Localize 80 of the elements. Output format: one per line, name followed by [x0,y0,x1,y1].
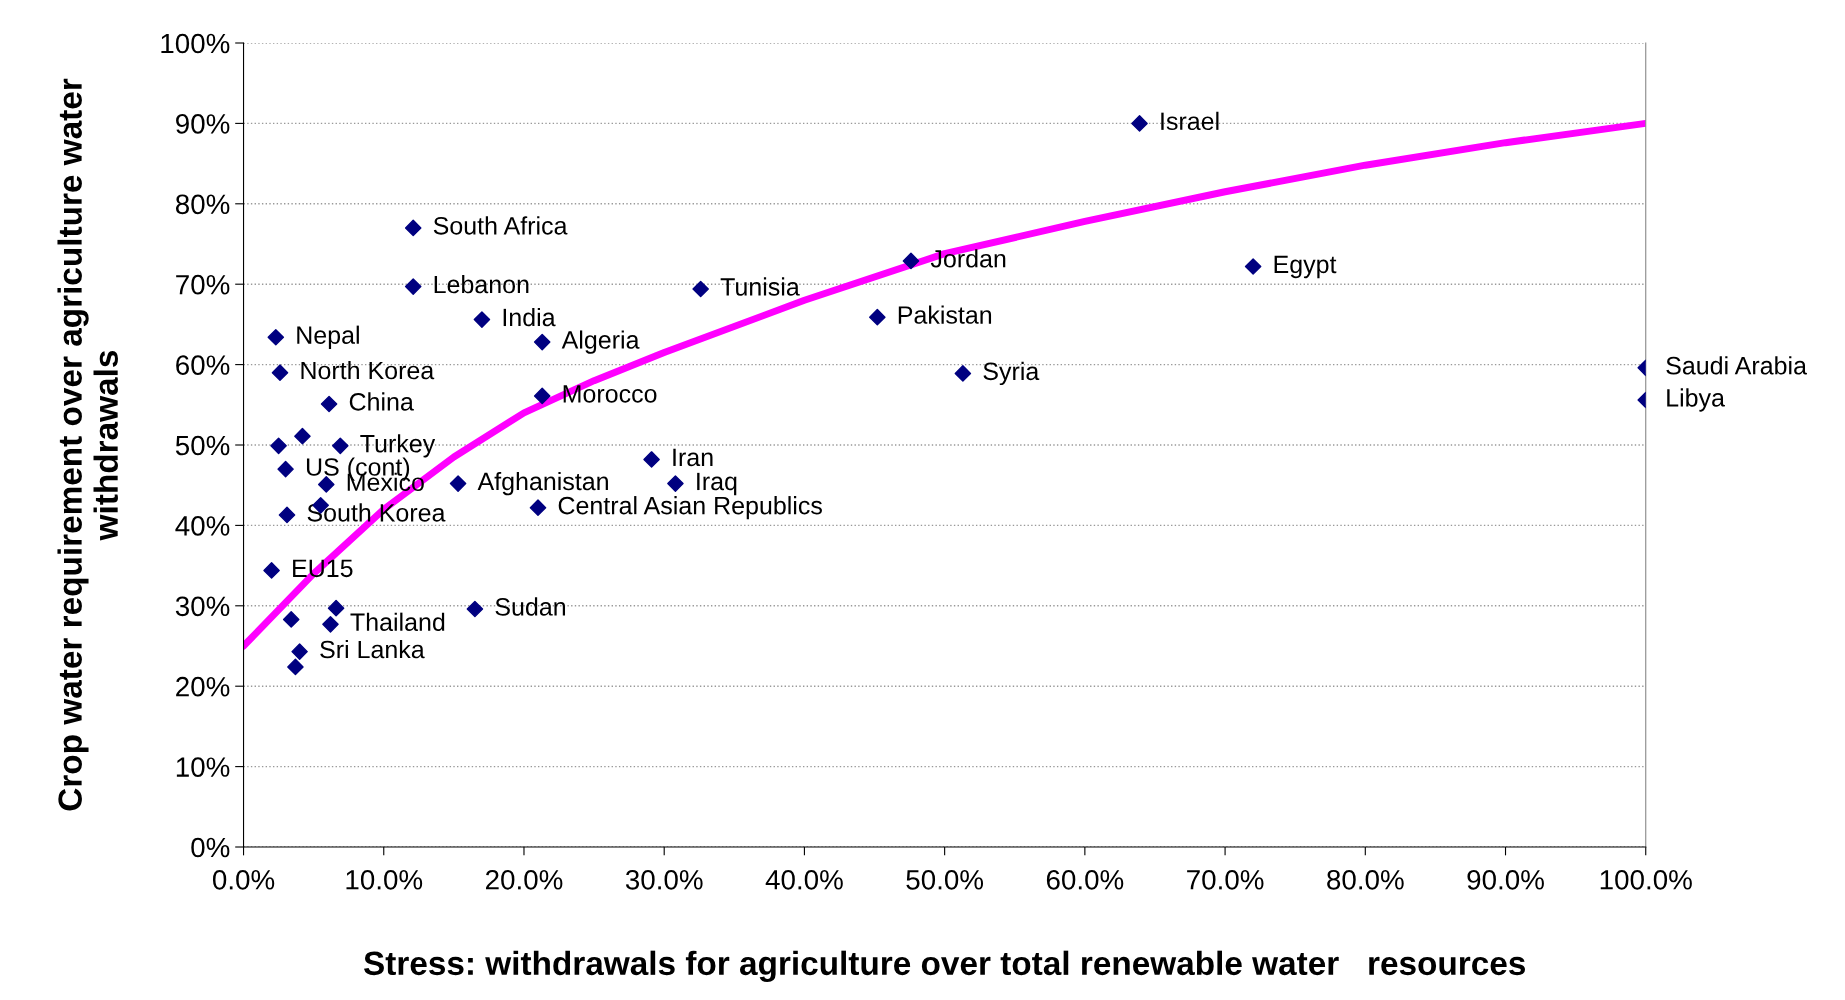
point [1244,258,1262,275]
point [869,308,886,326]
annotation: Morocco [563,385,657,403]
point [278,506,296,524]
y-tick-label: 0% [191,837,230,858]
point [449,475,467,492]
x-axis-title: Stress: withdrawals for agriculture over total renewable water resources [363,950,1525,982]
y-tick-label: 60% [176,355,230,375]
annotation: Turkey [360,434,436,458]
point [287,658,304,676]
point [643,451,660,468]
x-tick-label: 80.0% [1327,869,1404,890]
annotation: Iraq [697,472,737,496]
point [320,395,338,413]
annotation: Central Asian Republics [558,496,822,520]
point [529,499,547,517]
annotation: South Korea [307,503,446,522]
annotation: Jordan [930,249,1006,268]
annotation: China [349,392,414,411]
y-tick-label: 20% [176,676,230,697]
y-tick-label: 80% [175,194,230,215]
point [317,476,335,493]
point [331,437,349,455]
annotation: India [503,307,556,327]
annotation: Libya [1667,388,1725,412]
annotation: Nepal [297,325,359,349]
x-tick-label: 10.0% [346,869,423,890]
annotation: Sri Lanka [320,639,425,659]
point [277,460,294,478]
point [533,387,551,405]
annotation: Syria [983,361,1040,386]
annotation: Saudi Arabia [1666,356,1807,375]
point [270,437,287,455]
y-tick-label: 70% [176,274,230,295]
point [404,278,422,295]
annotation: Pakistan [898,305,992,324]
point [692,280,709,298]
x-tick-label: 60.0% [1046,869,1124,890]
annotation: Iran [673,448,713,467]
y-tick-label: 90% [176,114,230,134]
annotation: Egypt [1274,255,1337,279]
y-tick-label: 10% [176,757,230,777]
annotation: Thailand [350,612,445,631]
point [466,600,484,618]
x-tick-label: 70.0% [1187,869,1264,890]
x-tick-label: 40.0% [765,869,843,890]
annotation: Sudan [495,597,566,616]
point [954,365,972,382]
point [902,252,920,270]
annotation: North Korea [301,360,435,380]
point [404,219,422,237]
y-tick-label: 30% [175,596,230,617]
x-tick-label: 30.0% [625,869,703,890]
annotation: South Africa [433,216,568,235]
annotation: Algeria [561,330,640,354]
y-axis-title: Crop water requirement over agriculture water withdrawals [57,78,118,811]
annotation: Afghanistan [477,471,608,496]
point [291,643,308,660]
point [473,311,491,328]
x-tick-label: 0.0% [212,869,275,890]
y-tick-label: 40% [175,516,230,536]
annotation: Tunisia [720,277,800,296]
annotation: Lebanon [434,274,529,294]
point [294,427,311,445]
point [322,615,339,633]
point [263,562,280,579]
x-tick-label: 90.0% [1467,869,1544,890]
point [1131,115,1148,132]
point [267,328,285,346]
point [271,364,289,381]
x-tick-label: 20.0% [486,869,563,890]
point [282,611,300,628]
annotation: Israel [1161,111,1219,131]
point [327,599,345,617]
y-tick-label: 100% [161,33,230,54]
x-tick-label: 50.0% [906,869,984,890]
x-tick-label: 100.0% [1600,869,1692,890]
y-tick-label: 50% [175,435,230,456]
point [533,333,551,351]
point [667,475,684,492]
